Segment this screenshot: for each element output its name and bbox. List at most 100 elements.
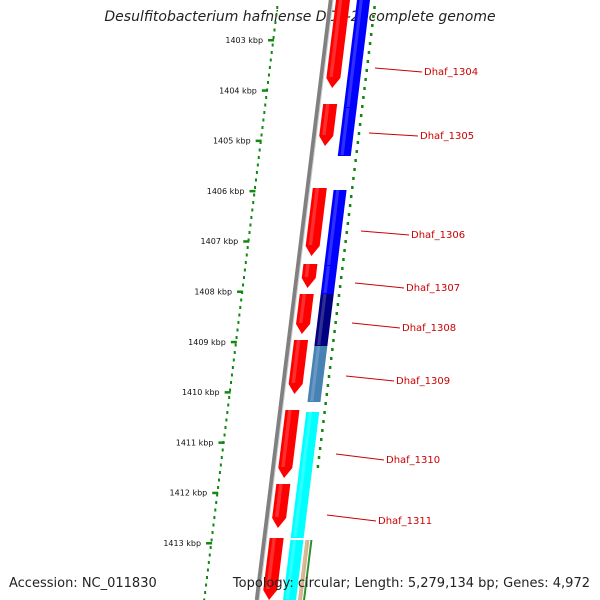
accession-text: Accession: NC_011830	[9, 576, 157, 591]
gene-labels[interactable]: Dhaf_1304 Dhaf_1305 Dhaf_1306 Dhaf_1307 Dhaf…	[378, 67, 478, 527]
outer-dot	[335, 312, 339, 315]
ruler-label: 1409 kbp	[188, 338, 226, 347]
gene-arrow-shine	[291, 340, 301, 383]
gene-arrow-shine	[266, 538, 276, 589]
ruler-label: 1408 kbp	[194, 288, 232, 297]
backbone-highlight	[258, 0, 334, 600]
gene-label-dhaf_1304[interactable]: Dhaf_1304	[424, 67, 478, 78]
outer-dot	[321, 429, 324, 432]
gene-arrow	[263, 538, 284, 600]
outer-dotted-ring	[316, 6, 376, 468]
outer-dot	[365, 69, 368, 72]
cog-block-tan-shine	[298, 540, 308, 599]
ruler-dot	[272, 36, 275, 39]
outer-dot	[358, 123, 362, 126]
outer-dot	[357, 132, 361, 135]
ruler-dot	[226, 411, 229, 414]
outer-dot	[343, 249, 346, 252]
cog-block-shine	[323, 266, 331, 293]
ruler-dot	[238, 313, 241, 317]
backbone-line	[254, 0, 334, 600]
gene-arrow-shine	[304, 264, 310, 277]
ruler-dot	[258, 148, 261, 152]
ruler-dot	[227, 403, 230, 407]
map-title: Desulfitobacterium hafniense DCB-2, comp…	[104, 9, 496, 25]
ruler-dot	[240, 298, 243, 302]
gene-label-dhaf_1306[interactable]: Dhaf_1306	[411, 230, 465, 241]
ruler-dot	[274, 21, 277, 24]
ruler-dot	[262, 118, 265, 122]
outer-dot	[317, 456, 321, 459]
ruler-dot	[259, 141, 262, 144]
outer-dot	[334, 321, 337, 324]
leader-line	[345, 375, 395, 382]
ruler-dot	[254, 186, 257, 189]
outer-dot	[353, 168, 356, 171]
outer-dot	[359, 114, 363, 117]
outer-dot	[355, 150, 359, 153]
ruler-dot	[221, 448, 224, 452]
ruler-tick	[255, 139, 262, 143]
outer-dot	[348, 204, 352, 207]
ruler-dot	[224, 426, 227, 429]
ruler-dot	[235, 336, 238, 339]
ruler-dot	[267, 73, 270, 77]
ruler-dot	[215, 501, 218, 504]
ruler-dot	[263, 111, 266, 114]
cog-block-shine	[326, 190, 340, 265]
gene-label-dhaf_1309[interactable]: Dhaf_1309	[396, 376, 450, 387]
ruler-dot	[252, 201, 255, 204]
gene-label-dhaf_1308[interactable]: Dhaf_1308	[402, 323, 456, 334]
ruler-dot	[218, 478, 221, 482]
gene-label-dhaf_1307[interactable]: Dhaf_1307	[406, 283, 460, 294]
ruler-label: 1410 kbp	[182, 388, 220, 397]
ruler-dot	[214, 508, 217, 512]
outer-dot	[325, 393, 329, 396]
ruler-dot	[203, 598, 206, 600]
outer-dot	[354, 159, 357, 162]
cog-block-shine	[317, 294, 327, 345]
leader-line	[326, 514, 377, 522]
ruler-dot	[267, 81, 270, 84]
outer-dot	[373, 6, 376, 9]
outer-dot	[333, 330, 336, 333]
ruler-dot	[247, 238, 250, 242]
outer-dot	[322, 420, 325, 423]
ruler-dot	[205, 583, 208, 587]
gene-label-dhaf_1305[interactable]: Dhaf_1305	[420, 131, 474, 142]
gene-label-dhaf_1310[interactable]: Dhaf_1310	[386, 455, 440, 466]
ruler-dot	[232, 358, 235, 362]
outer-dot	[331, 348, 334, 351]
gene-arrow-shine	[308, 188, 320, 245]
ruler-dot	[206, 568, 209, 572]
gene-label-dhaf_1311[interactable]: Dhaf_1311	[378, 516, 432, 527]
outer-dot	[366, 60, 370, 63]
outer-dot	[356, 141, 360, 144]
outer-dot	[319, 438, 323, 441]
outer-dot	[372, 15, 375, 18]
cog-track[interactable]	[283, 0, 370, 600]
ruler-dot	[246, 246, 249, 249]
outer-dot	[349, 195, 353, 198]
ruler-dot	[231, 366, 234, 369]
cog-block	[290, 412, 320, 538]
cog-block	[283, 540, 304, 600]
outer-dot	[316, 465, 320, 468]
ruler-dot	[216, 493, 219, 497]
ruler-dot	[242, 283, 245, 287]
outer-dot	[351, 186, 354, 189]
ruler-dot	[248, 231, 251, 234]
ruler-dot	[217, 486, 220, 489]
outer-dot	[368, 42, 372, 45]
gene-arrow-shine	[281, 410, 292, 467]
ruler-dot	[276, 6, 279, 9]
outer-dot	[338, 285, 342, 288]
gene-arrows[interactable]	[263, 0, 350, 600]
cog-block	[314, 294, 334, 346]
ruler-dot	[205, 576, 208, 579]
outer-dot	[341, 267, 344, 270]
ruler-label: 1404 kbp	[219, 86, 257, 95]
outer-dot	[367, 51, 371, 54]
leader-line	[360, 230, 410, 236]
